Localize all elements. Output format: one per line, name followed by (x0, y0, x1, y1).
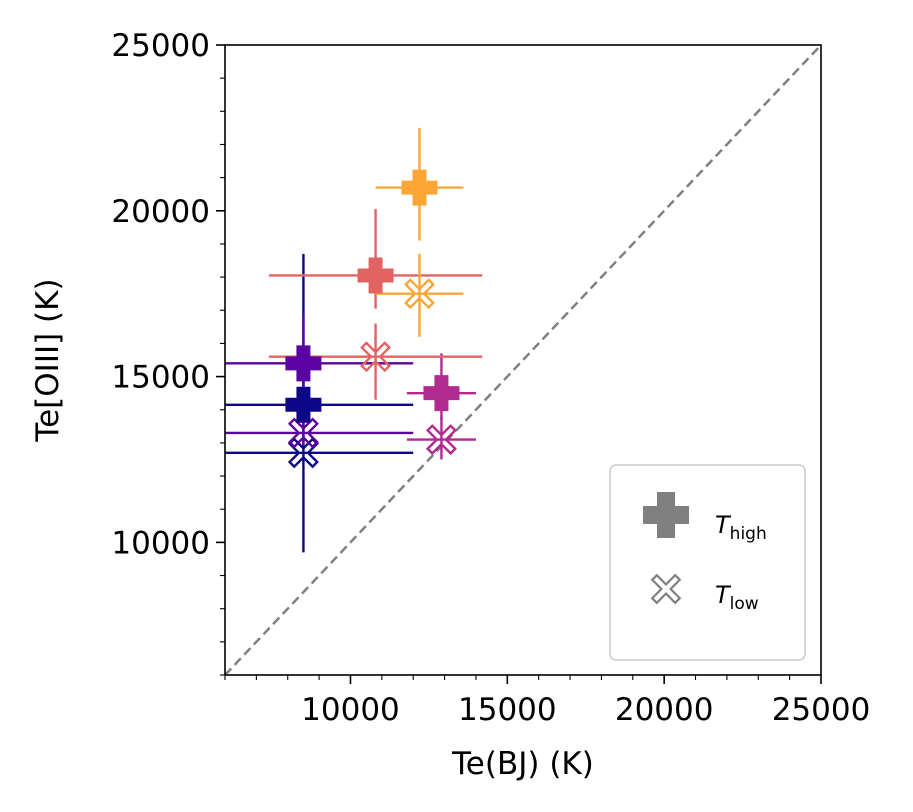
y-axis-label: Te[OIII] (K) (30, 278, 66, 442)
legend-label-low-sub: low (730, 594, 759, 614)
marker-layer (285, 169, 460, 469)
high-point-marker (285, 386, 322, 423)
y-tick-label: 20000 (111, 194, 210, 230)
x-axis-label: Te(BJ) (K) (451, 746, 594, 782)
legend-label-high-main: T (715, 511, 732, 539)
y-tick-labels: 10000 15000 20000 25000 (111, 28, 210, 561)
ticks-layer (216, 44, 822, 684)
identity-line (225, 45, 821, 675)
x-tick-label: 25000 (772, 692, 871, 728)
legend-label-low-main: T (715, 581, 732, 609)
x-tick-label: 20000 (615, 692, 714, 728)
plot-frame (224, 44, 822, 676)
legend-box (609, 464, 806, 661)
legend-cross-icon (643, 492, 689, 538)
legend-x-icon (650, 573, 682, 605)
low-point-marker (287, 417, 319, 449)
low-point-marker (404, 278, 435, 310)
legend-label-low: Tlow (715, 581, 759, 614)
legend-label-high: Thigh (715, 511, 767, 544)
y-tick-label: 15000 (111, 360, 210, 396)
low-point-marker (360, 341, 392, 373)
series-layer (225, 127, 483, 553)
high-point-marker (285, 345, 322, 382)
high-point-marker (401, 169, 438, 206)
x-tick-label: 10000 (301, 692, 400, 728)
low-point-marker (425, 424, 457, 456)
high-point-marker (357, 257, 394, 294)
x-tick-label: 15000 (458, 692, 557, 728)
x-tick-labels: 10000 15000 20000 25000 (301, 692, 870, 728)
legend: Thigh Tlow (609, 464, 806, 661)
legend-marker-high (643, 492, 689, 538)
y-tick-label: 25000 (111, 28, 210, 64)
legend-label-high-sub: high (730, 524, 767, 544)
y-tick-label: 10000 (111, 525, 210, 561)
high-point-marker (423, 375, 460, 412)
legend-marker-low (650, 573, 682, 605)
